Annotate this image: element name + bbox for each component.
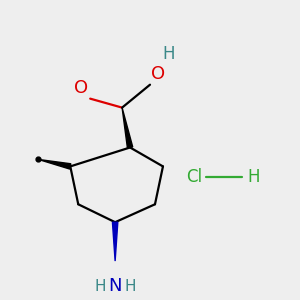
Text: H: H bbox=[248, 168, 260, 186]
Text: O: O bbox=[152, 65, 166, 83]
Text: H: H bbox=[124, 278, 136, 293]
Polygon shape bbox=[38, 159, 71, 169]
Text: H: H bbox=[162, 45, 175, 63]
Polygon shape bbox=[122, 108, 133, 148]
Text: H: H bbox=[95, 278, 106, 293]
Text: O: O bbox=[74, 79, 88, 97]
Text: Cl: Cl bbox=[186, 168, 202, 186]
Text: N: N bbox=[108, 277, 122, 295]
Polygon shape bbox=[112, 222, 118, 261]
